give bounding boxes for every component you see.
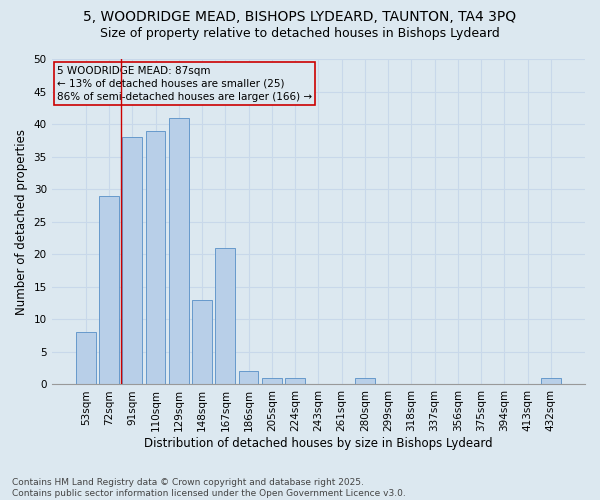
Bar xyxy=(146,130,166,384)
Bar xyxy=(285,378,305,384)
Bar xyxy=(262,378,282,384)
Text: 5 WOODRIDGE MEAD: 87sqm
← 13% of detached houses are smaller (25)
86% of semi-de: 5 WOODRIDGE MEAD: 87sqm ← 13% of detache… xyxy=(57,66,312,102)
Bar xyxy=(169,118,188,384)
Text: 5, WOODRIDGE MEAD, BISHOPS LYDEARD, TAUNTON, TA4 3PQ: 5, WOODRIDGE MEAD, BISHOPS LYDEARD, TAUN… xyxy=(83,10,517,24)
Bar xyxy=(355,378,375,384)
X-axis label: Distribution of detached houses by size in Bishops Lydeard: Distribution of detached houses by size … xyxy=(144,437,493,450)
Bar xyxy=(192,300,212,384)
Bar xyxy=(99,196,119,384)
Bar xyxy=(122,137,142,384)
Bar xyxy=(215,248,235,384)
Bar xyxy=(239,372,259,384)
Bar xyxy=(76,332,95,384)
Text: Size of property relative to detached houses in Bishops Lydeard: Size of property relative to detached ho… xyxy=(100,28,500,40)
Text: Contains HM Land Registry data © Crown copyright and database right 2025.
Contai: Contains HM Land Registry data © Crown c… xyxy=(12,478,406,498)
Bar xyxy=(541,378,561,384)
Y-axis label: Number of detached properties: Number of detached properties xyxy=(15,128,28,314)
